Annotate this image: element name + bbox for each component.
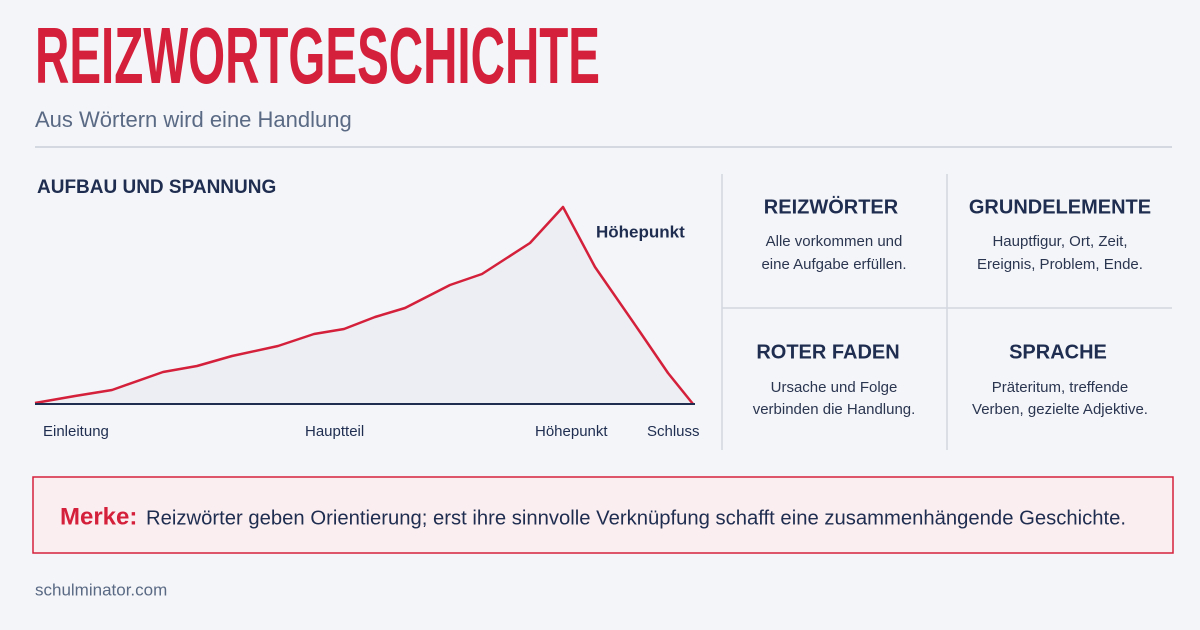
title: REIZWORTGESCHICHTE <box>35 11 600 100</box>
card-text: Ursache und Folge <box>771 379 898 396</box>
stage-label: Schluss <box>647 423 700 440</box>
note-label: Merke: <box>60 503 137 530</box>
card-title: GRUNDELEMENTE <box>969 196 1151 218</box>
card-text: eine Aufgabe erfüllen. <box>761 256 906 273</box>
card-text: Präteritum, treffende <box>992 379 1128 396</box>
tension-line <box>34 205 694 405</box>
card-text: Verben, gezielte Adjektive. <box>972 401 1148 418</box>
diagram-title: AUFBAU UND SPANNUNG <box>37 177 276 198</box>
note-text: Reizwörter geben Orientierung; erst ihre… <box>146 507 1126 529</box>
stage-label: Einleitung <box>43 423 109 440</box>
card-title: ROTER FADEN <box>756 341 899 363</box>
card-text: Alle vorkommen und <box>766 233 903 250</box>
footer: schulminator.com <box>35 580 167 599</box>
card-text: verbinden die Handlung. <box>753 401 916 418</box>
subtitle: Aus Wörtern wird eine Handlung <box>35 107 352 132</box>
tension-area <box>35 207 693 404</box>
card-title: REIZWÖRTER <box>764 195 899 218</box>
note-box <box>32 476 1174 554</box>
peak-label: Höhepunkt <box>596 222 685 241</box>
card-title: SPRACHE <box>1009 341 1107 363</box>
card-text: Hauptfigur, Ort, Zeit, <box>992 233 1127 250</box>
card-text: Ereignis, Problem, Ende. <box>977 256 1143 273</box>
stage-label: Höhepunkt <box>535 423 608 440</box>
stage-label: Hauptteil <box>305 423 364 440</box>
